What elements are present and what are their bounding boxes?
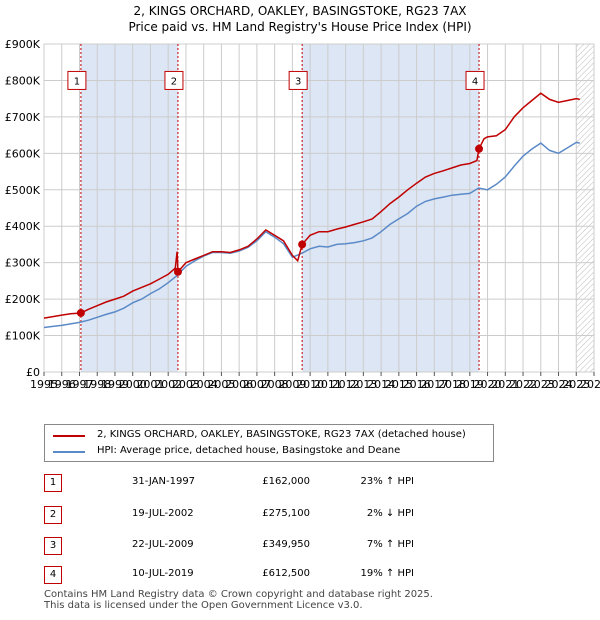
x-tick-label: 2008 <box>261 378 289 391</box>
x-tick-label: 1996 <box>48 378 76 391</box>
transaction-hpi: 2% ↓ HPI <box>366 508 414 519</box>
shaded-span <box>302 44 480 372</box>
transaction-row: 1 31-JAN-1997 £162,000 23% ↑ HPI <box>44 474 464 492</box>
transaction-price: £275,100 <box>262 508 310 519</box>
transaction-row: 2 19-JUL-2002 £275,100 2% ↓ HPI <box>44 506 464 524</box>
x-tick-label: 2017 <box>420 378 448 391</box>
y-tick-label: £0 <box>26 366 40 379</box>
x-tick-label: 2018 <box>438 378 466 391</box>
sale-label-number: 3 <box>295 76 301 87</box>
y-tick-label: £300K <box>5 257 41 270</box>
x-tick-label: 2024 <box>545 378 573 391</box>
sale-label-number: 2 <box>171 76 177 87</box>
sale-label-number: 4 <box>472 76 478 87</box>
x-tick-label: 2001 <box>136 378 164 391</box>
x-tick-label: 1997 <box>65 378 93 391</box>
sale-point <box>475 144 484 153</box>
x-tick-label: 2020 <box>474 378 502 391</box>
y-tick-label: £500K <box>5 184 41 197</box>
x-tick-label: 2023 <box>527 378 555 391</box>
sale-point <box>173 267 182 276</box>
x-tick-label: 1995 <box>30 378 58 391</box>
legend-label-hpi: HPI: Average price, detached house, Basi… <box>97 445 401 456</box>
y-tick-label: £400K <box>5 220 41 233</box>
sale-label-box <box>465 70 485 90</box>
x-tick-label: 1998 <box>83 378 111 391</box>
transaction-number: 2 <box>44 506 62 524</box>
legend-swatch-property <box>53 435 85 437</box>
y-tick-label: £900K <box>5 38 41 51</box>
x-tick-label: 2010 <box>296 378 324 391</box>
chart-title-line2: Price paid vs. HM Land Registry's House … <box>128 20 472 34</box>
x-tick-label: 2016 <box>403 378 431 391</box>
y-tick-label: £700K <box>5 111 41 124</box>
y-tick-label: £600K <box>5 147 41 160</box>
x-tick-label: 2006 <box>225 378 253 391</box>
price-chart: 1 2 3 4 £0 £100K £200K £300K £400K £500K £600K £70… <box>5 38 600 391</box>
sale-point <box>298 240 307 249</box>
forecast-hatch <box>576 44 594 372</box>
y-tick-label: £200K <box>5 293 41 306</box>
x-tick-label: 1999 <box>101 378 129 391</box>
x-tick-label: 2013 <box>349 378 377 391</box>
x-tick-label: 2021 <box>491 378 519 391</box>
chart-title-line1: 2, KINGS ORCHARD, OAKLEY, BASINGSTOKE, R… <box>133 4 467 18</box>
transaction-date: 31-JAN-1997 <box>132 476 196 487</box>
x-tick-label: 2009 <box>278 378 306 391</box>
x-tick-label: 2026 <box>580 378 600 391</box>
x-tick-label: 2014 <box>367 378 395 391</box>
x-tick-label: 2002 <box>154 378 182 391</box>
x-tick-label: 2012 <box>332 378 360 391</box>
x-tick-label: 2025 <box>562 378 590 391</box>
transaction-price: £162,000 <box>262 476 310 487</box>
legend: 2, KINGS ORCHARD, OAKLEY, BASINGSTOKE, R… <box>44 424 494 462</box>
transaction-hpi: 23% ↑ HPI <box>360 476 414 487</box>
x-tick-label: 2003 <box>172 378 200 391</box>
x-tick-label: 2005 <box>207 378 235 391</box>
footer: Contains HM Land Registry data © Crown c… <box>44 589 433 611</box>
sale-label-box <box>67 70 87 90</box>
x-tick-label: 2019 <box>456 378 484 391</box>
x-tick-label: 2015 <box>385 378 413 391</box>
transaction-number: 1 <box>44 474 62 492</box>
transaction-price: £349,950 <box>262 539 310 550</box>
x-tick-label: 2004 <box>190 378 218 391</box>
y-tick-label: £100K <box>5 330 41 343</box>
sale-label-box <box>288 70 308 90</box>
x-tick-label: 2007 <box>243 378 271 391</box>
sale-label-box <box>164 70 184 90</box>
transaction-row: 3 22-JUL-2009 £349,950 7% ↑ HPI <box>44 537 464 555</box>
footer-copyright: Contains HM Land Registry data © Crown c… <box>44 589 433 600</box>
footer-licence: This data is licensed under the Open Gov… <box>44 600 363 611</box>
y-tick-label: £800K <box>5 74 41 87</box>
transaction-price: £612,500 <box>262 568 310 579</box>
transaction-row: 4 10-JUL-2019 £612,500 19% ↑ HPI <box>44 566 464 584</box>
legend-swatch-hpi <box>53 451 85 453</box>
transaction-date: 22-JUL-2009 <box>132 539 194 550</box>
transaction-hpi: 7% ↑ HPI <box>366 539 414 550</box>
sale-point <box>76 308 85 317</box>
transaction-number: 4 <box>44 566 62 584</box>
transaction-number: 3 <box>44 537 62 555</box>
transaction-date: 10-JUL-2019 <box>132 568 194 579</box>
shaded-span <box>80 44 178 372</box>
sale-label-number: 1 <box>74 76 80 87</box>
legend-label-property: 2, KINGS ORCHARD, OAKLEY, BASINGSTOKE, R… <box>97 429 466 440</box>
x-tick-label: 2022 <box>509 378 537 391</box>
hpi-line <box>43 141 580 329</box>
x-tick-label: 2011 <box>314 378 342 391</box>
property-price-line <box>43 92 580 319</box>
x-tick-label: 2000 <box>119 378 147 391</box>
transaction-date: 19-JUL-2002 <box>132 508 194 519</box>
transaction-hpi: 19% ↑ HPI <box>360 568 414 579</box>
